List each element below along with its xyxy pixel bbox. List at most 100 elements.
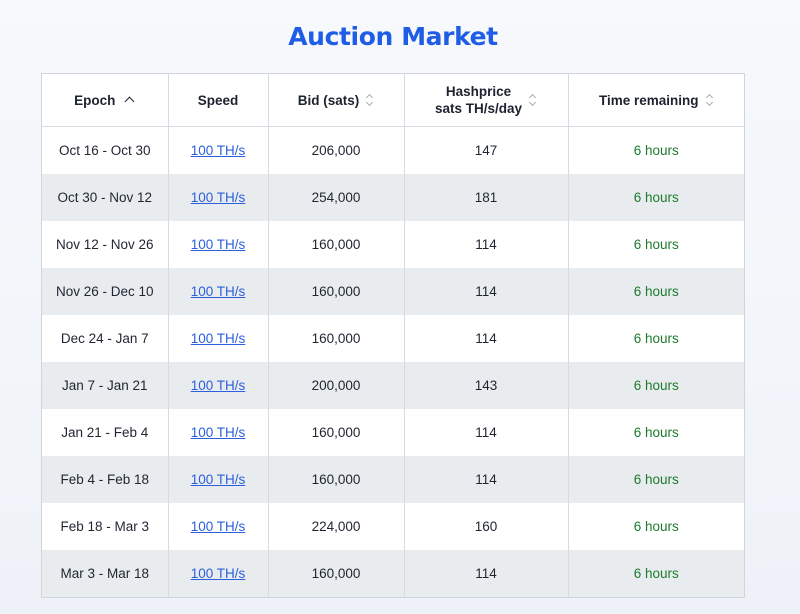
page-title: Auction Market bbox=[288, 22, 498, 51]
epoch-cell: Nov 12 - Nov 26 bbox=[42, 221, 169, 268]
time-remaining-cell: 6 hours bbox=[568, 362, 744, 409]
speed-link[interactable]: 100 TH/s bbox=[190, 425, 246, 440]
table-row: Feb 4 - Feb 18 100 TH/s 160,000 114 6 hours bbox=[42, 456, 744, 503]
speed-link[interactable]: 100 TH/s bbox=[190, 284, 246, 299]
time-remaining-cell: 6 hours bbox=[633, 472, 679, 487]
epoch-cell: Feb 18 - Mar 3 bbox=[42, 503, 169, 550]
speed-link[interactable]: 100 TH/s bbox=[190, 190, 246, 205]
hashprice-cell: 114 bbox=[404, 409, 569, 456]
speed-link[interactable]: 100 TH/s bbox=[190, 472, 246, 487]
table-row: Oct 16 - Oct 30 100 TH/s 206,000 147 6 hours bbox=[42, 126, 744, 175]
header-hashprice-label: Hashprice bbox=[445, 84, 512, 99]
time-remaining-cell: 6 hours bbox=[633, 284, 679, 299]
header-epoch-label: Epoch bbox=[74, 92, 116, 108]
table-header-row: Epoch Speed Bid (sats) Hash bbox=[42, 74, 744, 127]
speed-cell[interactable]: 100 TH/s bbox=[168, 268, 269, 315]
epoch-cell: Jan 21 - Feb 4 bbox=[61, 425, 149, 440]
time-remaining-cell: 6 hours bbox=[568, 127, 744, 175]
time-remaining-cell: 6 hours bbox=[633, 237, 679, 252]
bid-cell: 160,000 bbox=[311, 425, 361, 440]
hashprice-cell: 114 bbox=[475, 472, 497, 487]
speed-cell[interactable]: 100 TH/s bbox=[168, 409, 269, 456]
bid-cell: 224,000 bbox=[311, 519, 361, 534]
header-bid-label: Bid (sats) bbox=[297, 92, 360, 108]
bid-cell: 160,000 bbox=[311, 237, 361, 252]
table-row: Nov 12 - Nov 26 100 TH/s 160,000 114 6 hours bbox=[42, 221, 744, 268]
time-remaining-cell: 6 hours bbox=[633, 143, 679, 158]
time-remaining-cell: 6 hours bbox=[568, 409, 744, 456]
speed-cell[interactable]: 100 TH/s bbox=[168, 550, 269, 597]
header-speed-label: Speed bbox=[197, 92, 239, 108]
epoch-cell: Dec 24 - Jan 7 bbox=[60, 331, 149, 346]
bid-cell: 160,000 bbox=[268, 409, 405, 456]
speed-cell[interactable]: 100 TH/s bbox=[168, 315, 269, 362]
bid-cell: 206,000 bbox=[311, 143, 361, 158]
bid-cell: 160,000 bbox=[268, 221, 405, 268]
hashprice-cell: 114 bbox=[475, 284, 497, 299]
epoch-cell: Feb 18 - Mar 3 bbox=[60, 519, 150, 534]
speed-cell[interactable]: 100 TH/s bbox=[168, 503, 269, 550]
time-remaining-cell: 6 hours bbox=[568, 315, 744, 362]
hashprice-cell: 114 bbox=[475, 237, 497, 252]
time-remaining-cell: 6 hours bbox=[568, 221, 744, 268]
hashprice-cell: 143 bbox=[474, 378, 498, 393]
speed-cell[interactable]: 100 TH/s bbox=[168, 456, 269, 503]
header-bid[interactable]: Bid (sats) bbox=[268, 74, 405, 127]
hashprice-cell: 114 bbox=[404, 550, 569, 597]
header-epoch[interactable]: Epoch bbox=[42, 74, 169, 127]
speed-cell[interactable]: 100 TH/s bbox=[168, 126, 269, 174]
sort-icon[interactable] bbox=[706, 93, 714, 107]
bid-cell: 160,000 bbox=[268, 268, 405, 315]
time-remaining-cell: 6 hours bbox=[633, 190, 679, 205]
bid-cell: 200,000 bbox=[268, 362, 405, 409]
header-hashprice-unit: sats TH/s/day bbox=[434, 101, 523, 116]
time-remaining-cell: 6 hours bbox=[568, 456, 744, 503]
epoch-cell: Oct 16 - Oct 30 bbox=[42, 126, 169, 174]
bid-cell: 160,000 bbox=[268, 550, 405, 597]
table-row: Oct 30 - Nov 12 100 TH/s 254,000 181 6 hours bbox=[42, 174, 744, 221]
epoch-cell: Jan 21 - Feb 4 bbox=[42, 409, 169, 456]
time-remaining-cell: 6 hours bbox=[633, 519, 679, 534]
time-remaining-cell: 6 hours bbox=[633, 566, 679, 581]
epoch-cell: Jan 7 - Jan 21 bbox=[42, 362, 169, 409]
header-hashprice[interactable]: Hashprice sats TH/s/day bbox=[404, 74, 569, 127]
table-row: Jan 21 - Feb 4 100 TH/s 160,000 114 6 hours bbox=[42, 409, 744, 456]
epoch-cell: Oct 16 - Oct 30 bbox=[58, 143, 151, 158]
speed-link[interactable]: 100 TH/s bbox=[190, 378, 246, 393]
speed-link[interactable]: 100 TH/s bbox=[190, 566, 246, 581]
epoch-cell: Nov 12 - Nov 26 bbox=[55, 237, 154, 252]
hashprice-cell: 143 bbox=[404, 362, 569, 409]
hashprice-cell: 160 bbox=[474, 519, 498, 534]
time-remaining-cell: 6 hours bbox=[568, 503, 744, 550]
epoch-cell: Oct 30 - Nov 12 bbox=[42, 174, 169, 221]
sort-icon[interactable] bbox=[529, 93, 537, 107]
time-remaining-cell: 6 hours bbox=[633, 331, 679, 346]
hashprice-cell: 114 bbox=[404, 456, 569, 503]
sort-icon[interactable] bbox=[366, 93, 374, 107]
time-remaining-cell: 6 hours bbox=[568, 268, 744, 315]
bid-cell: 160,000 bbox=[311, 284, 361, 299]
speed-cell[interactable]: 100 TH/s bbox=[168, 174, 269, 221]
speed-link[interactable]: 100 TH/s bbox=[190, 143, 246, 158]
chevron-up-icon[interactable] bbox=[125, 95, 135, 105]
bid-cell: 160,000 bbox=[311, 331, 361, 346]
time-remaining-cell: 6 hours bbox=[633, 425, 679, 440]
speed-link[interactable]: 100 TH/s bbox=[190, 331, 246, 346]
bid-cell: 206,000 bbox=[268, 126, 405, 174]
speed-link[interactable]: 100 TH/s bbox=[190, 237, 246, 252]
bid-cell: 254,000 bbox=[311, 190, 361, 205]
speed-link[interactable]: 100 TH/s bbox=[190, 519, 246, 534]
table-row: Mar 3 - Mar 18 100 TH/s 160,000 114 6 hours bbox=[42, 550, 744, 597]
hashprice-cell: 181 bbox=[474, 190, 498, 205]
epoch-cell: Nov 26 - Dec 10 bbox=[55, 284, 154, 299]
hashprice-cell: 114 bbox=[404, 268, 569, 315]
epoch-cell: Nov 26 - Dec 10 bbox=[42, 268, 169, 315]
hashprice-cell: 114 bbox=[475, 331, 497, 346]
bid-cell: 200,000 bbox=[311, 378, 361, 393]
header-speed: Speed bbox=[168, 74, 269, 127]
hashprice-cell: 114 bbox=[404, 315, 569, 362]
hashprice-cell: 181 bbox=[404, 174, 569, 221]
header-time-remaining[interactable]: Time remaining bbox=[568, 74, 744, 127]
speed-cell[interactable]: 100 TH/s bbox=[168, 221, 269, 268]
speed-cell[interactable]: 100 TH/s bbox=[168, 362, 269, 409]
